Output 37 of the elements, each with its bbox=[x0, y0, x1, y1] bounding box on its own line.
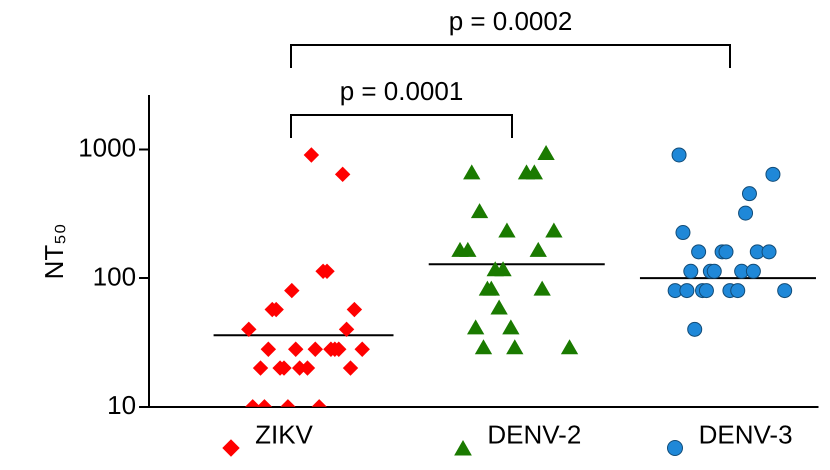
point bbox=[718, 244, 734, 260]
point bbox=[679, 283, 694, 298]
point bbox=[762, 244, 777, 260]
point bbox=[675, 225, 690, 240]
point bbox=[241, 322, 256, 337]
point bbox=[742, 186, 757, 202]
point bbox=[738, 206, 754, 221]
point bbox=[706, 264, 722, 279]
point bbox=[777, 283, 792, 298]
point bbox=[260, 342, 276, 357]
point bbox=[746, 264, 761, 279]
point bbox=[346, 302, 362, 318]
point bbox=[342, 360, 358, 376]
annotation: p = 0.0001 bbox=[340, 76, 464, 107]
point bbox=[730, 283, 746, 298]
text: p = 0.0002 bbox=[448, 6, 572, 37]
point bbox=[698, 283, 714, 298]
point bbox=[284, 283, 300, 298]
x-tick-label: ZIKV bbox=[255, 420, 314, 450]
point bbox=[683, 264, 698, 279]
point bbox=[335, 166, 350, 182]
y-axis-title: NT₅₀ bbox=[38, 223, 69, 280]
point bbox=[672, 147, 687, 162]
point bbox=[354, 342, 370, 357]
point bbox=[765, 166, 780, 182]
y-tick-label: 1000 bbox=[78, 132, 136, 163]
y-tick-label: 100 bbox=[92, 261, 136, 292]
point bbox=[304, 147, 319, 162]
point bbox=[308, 342, 323, 357]
point bbox=[691, 244, 706, 260]
x-tick-label: DENV-2 bbox=[487, 420, 582, 450]
x-tick-label: DENV-3 bbox=[698, 420, 793, 450]
point bbox=[687, 322, 702, 337]
point bbox=[253, 360, 268, 376]
point bbox=[339, 322, 354, 337]
point bbox=[288, 342, 304, 357]
y-tick-label: 10 bbox=[107, 390, 136, 420]
